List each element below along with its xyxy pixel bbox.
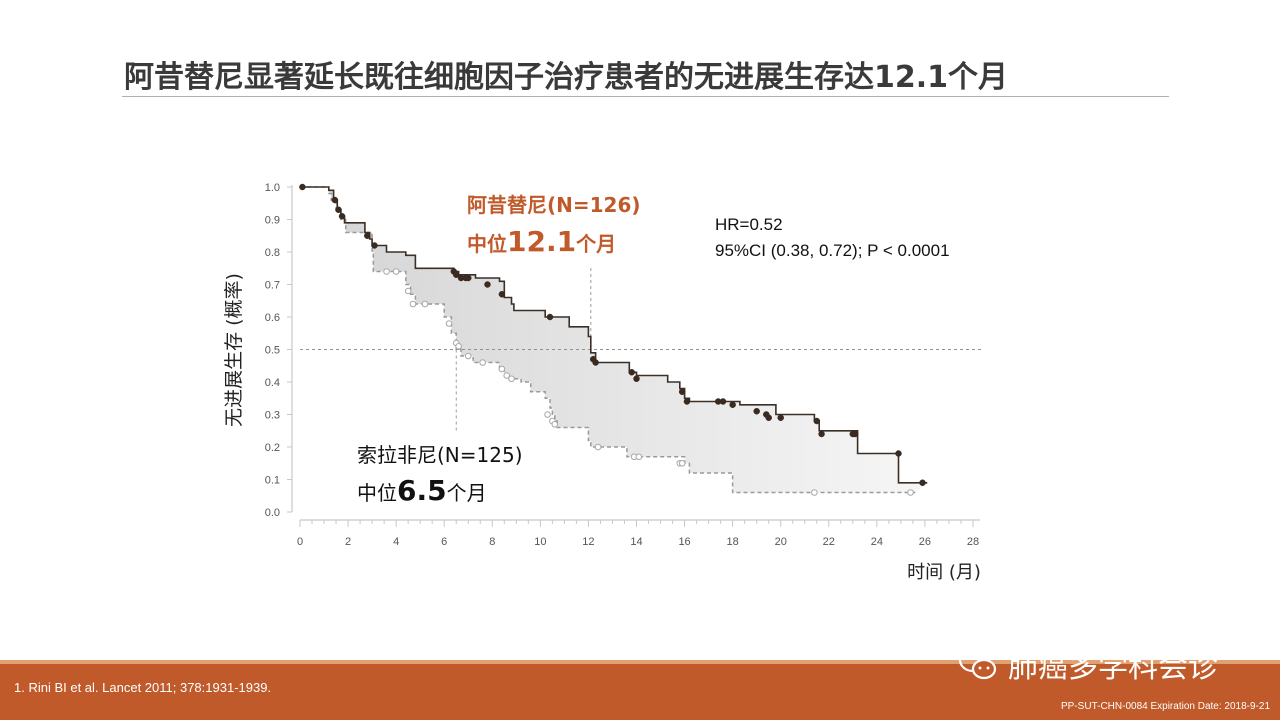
x-tick-label: 6: [441, 536, 447, 548]
confidence-interval-label: 95%CI (0.38, 0.72); P < 0.0001: [715, 241, 950, 260]
censor-mark-sorafenib: [421, 300, 429, 308]
censor-mark-sorafenib: [445, 320, 453, 327]
censor-mark-sorafenib: [464, 352, 472, 360]
y-tick-label: 0.6: [265, 312, 280, 324]
x-tick-label: 24: [871, 536, 883, 548]
censor-mark-sorafenib: [392, 268, 400, 275]
y-tick-label: 0.1: [265, 475, 280, 487]
censor-mark-sorafenib: [907, 489, 914, 496]
y-tick-label: 0.0: [265, 507, 280, 519]
x-tick-label: 2: [345, 536, 351, 548]
y-tick-label: 0.9: [265, 215, 280, 227]
x-tick-label: 12: [582, 536, 594, 548]
x-tick-label: 22: [823, 536, 835, 548]
x-tick-label: 14: [630, 536, 642, 548]
series-layer: [299, 183, 928, 496]
y-tick-label: 1.0: [265, 182, 280, 194]
censor-mark-sorafenib: [503, 372, 511, 379]
censor-mark-axitinib: [719, 398, 727, 405]
x-tick-label: 8: [489, 536, 495, 548]
censor-mark-sorafenib: [544, 411, 551, 418]
censor-mark-axitinib: [484, 281, 491, 288]
censor-mark-axitinib: [813, 417, 821, 425]
series-label-axitinib: 阿昔替尼(N=126): [467, 193, 641, 217]
censor-mark-axitinib: [729, 401, 736, 408]
censor-mark-axitinib: [546, 313, 554, 321]
censor-mark-axitinib: [633, 375, 640, 382]
censor-mark-axitinib: [765, 414, 772, 421]
censor-mark-axitinib: [777, 414, 784, 421]
censor-mark-sorafenib: [551, 420, 559, 428]
x-tick-label: 0: [297, 536, 303, 548]
censor-mark-axitinib: [919, 479, 926, 486]
censor-mark-sorafenib: [678, 459, 686, 467]
y-tick-label: 0.8: [265, 247, 280, 259]
censor-mark-axitinib: [498, 291, 506, 298]
censor-mark-axitinib: [338, 213, 346, 220]
censor-mark-sorafenib: [404, 287, 412, 295]
censor-mark-axitinib: [364, 232, 371, 239]
censor-mark-sorafenib: [409, 300, 417, 308]
censor-mark-sorafenib: [811, 489, 818, 496]
censor-mark-axitinib: [851, 430, 859, 438]
censor-mark-axitinib: [331, 196, 339, 204]
footer-band: [0, 664, 1280, 720]
censor-mark-axitinib: [628, 369, 635, 376]
x-tick-label: 10: [534, 536, 546, 548]
series-label-sorafenib: 索拉非尼(N=125): [357, 443, 523, 467]
censor-mark-axitinib: [895, 450, 902, 457]
watermark: 肺癌多学科会诊: [956, 640, 1218, 688]
series-line-axitinib: [300, 186, 928, 484]
title-divider: [122, 96, 1169, 97]
watermark-text: 肺癌多学科会诊: [1008, 650, 1218, 685]
wechat-icon: [958, 647, 997, 680]
y-axis-label: 无进展生存 (概率): [223, 273, 245, 427]
censor-mark-axitinib: [592, 359, 599, 366]
censor-mark-axitinib: [753, 408, 760, 415]
censor-mark-axitinib: [678, 388, 686, 395]
x-tick-label: 4: [393, 536, 399, 548]
x-tick-label: 18: [727, 536, 739, 548]
censor-mark-axitinib: [452, 271, 460, 278]
censor-mark-sorafenib: [594, 443, 602, 451]
x-tick-label: 16: [678, 536, 690, 548]
censor-mark-sorafenib: [479, 359, 486, 366]
censor-mark-sorafenib: [508, 375, 515, 383]
footer-stripe: [0, 660, 1280, 664]
y-tick-label: 0.7: [265, 280, 280, 292]
series-line-sorafenib: [300, 186, 916, 494]
km-chart: 0.00.10.20.30.40.50.60.70.80.91.00 2 4 6 8 10…: [223, 182, 981, 583]
x-tick-label: 20: [775, 536, 787, 548]
censor-mark-axitinib: [299, 183, 306, 191]
censor-mark-sorafenib: [498, 365, 506, 373]
reference-text: 1. Rini BI et al. Lancet 2011; 378:1931-…: [14, 680, 272, 695]
censor-mark-axitinib: [818, 430, 825, 438]
slide-title: 阿昔替尼显著延长既往细胞因子治疗患者的无进展生存达12.1个月: [124, 60, 1009, 95]
censor-mark-sorafenib: [383, 268, 390, 275]
y-tick-label: 0.4: [265, 377, 280, 389]
x-tick-label: 26: [919, 536, 931, 548]
censor-mark-axitinib: [465, 274, 472, 282]
median-label-axitinib: 中位12.1个月: [467, 225, 616, 258]
x-axis-label: 时间 (月): [907, 562, 981, 583]
median-label-sorafenib: 中位6.5个月: [357, 474, 487, 507]
censor-mark-sorafenib: [455, 342, 462, 350]
y-tick-label: 0.2: [265, 442, 280, 454]
censor-mark-axitinib: [683, 398, 691, 405]
hazard-ratio-label: HR=0.52: [715, 215, 783, 234]
y-tick-label: 0.3: [265, 410, 280, 422]
y-tick-label: 0.5: [265, 345, 280, 357]
censor-mark-sorafenib: [635, 453, 643, 461]
censor-mark-axitinib: [371, 242, 378, 249]
footer-code: PP-SUT-CHN-0084 Expiration Date: 2018-9-…: [1061, 701, 1270, 712]
x-tick-label: 28: [967, 536, 979, 548]
censor-mark-axitinib: [335, 206, 342, 213]
axes: 0.00.10.20.30.40.50.60.70.80.91.00 2 4 6 8 10…: [223, 182, 981, 583]
